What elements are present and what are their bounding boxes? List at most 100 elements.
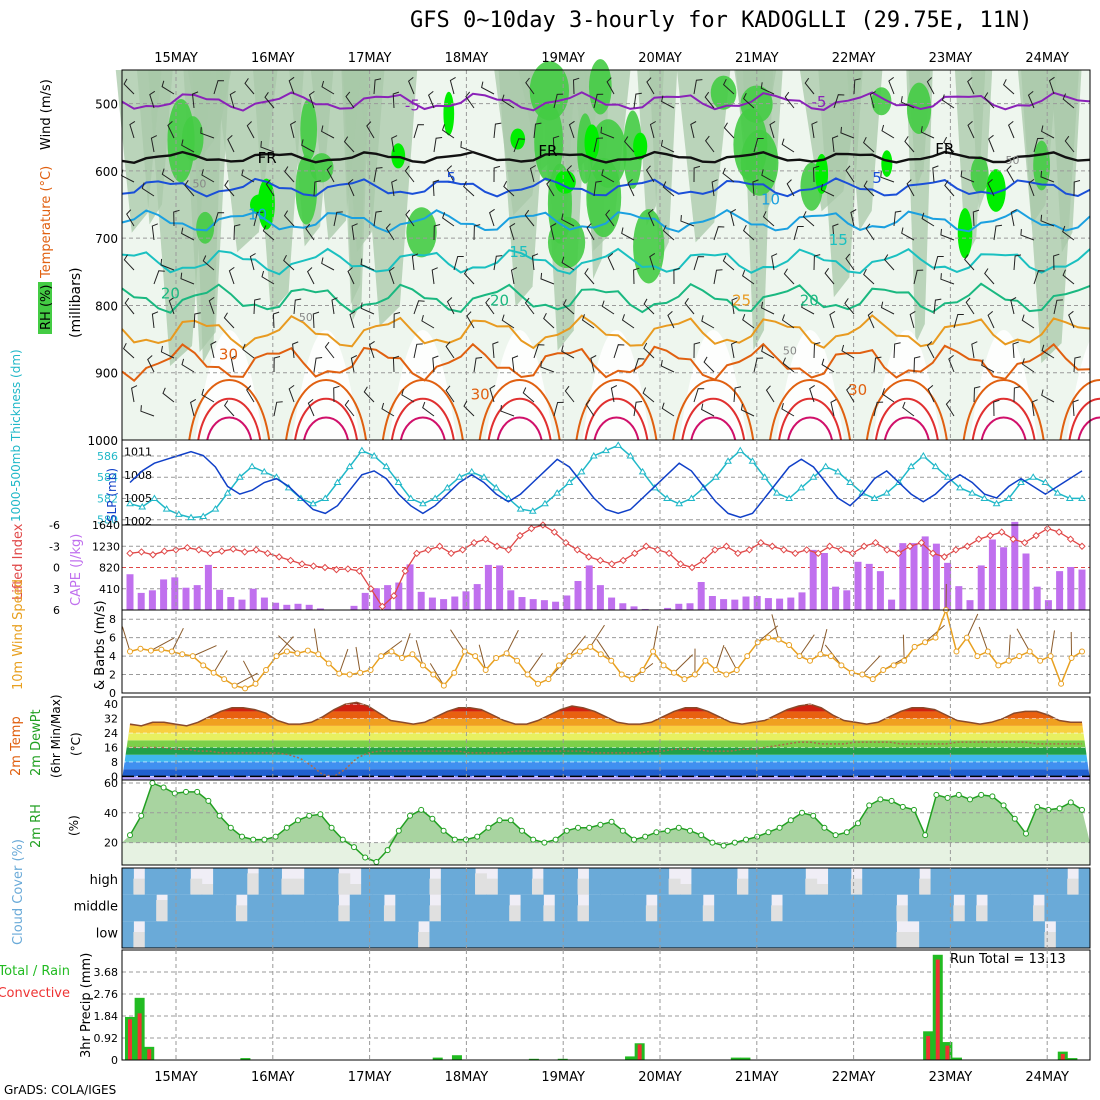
cloud-bar-middle [759,894,772,922]
cloud-bar-low [930,921,943,948]
cloud-frame [121,867,1091,949]
thickness-point [443,483,452,491]
li-point [676,560,685,568]
rh2m-point [1079,806,1085,813]
wind10m-point [535,680,541,687]
wind-barb [223,400,235,417]
wind10m-barb [596,638,612,662]
cloud-bar-middle [224,894,237,922]
rh-tick: 20 [104,837,118,850]
wind10m-point [765,634,772,641]
wind-barb [1062,93,1075,109]
wind-barb [265,179,275,197]
li-point [768,542,777,550]
wind10m-barb [450,629,466,652]
wind-barb [1048,76,1055,95]
cloud-bar-high [543,868,556,895]
wind-barb [873,356,882,373]
cloud-bar-low [668,921,681,948]
temp-color-band [122,747,1090,755]
wind-barb [581,314,595,329]
cloud-bar-high [828,868,840,895]
wind-barb [953,314,964,329]
rh2m-point [832,832,839,839]
cape-bar [1044,600,1052,610]
wind-barb [301,139,315,153]
wind-barb [786,179,795,197]
li-point [275,553,283,561]
wind-barb [493,165,501,183]
isotherm-surface-arch [1059,379,1100,441]
cloud-bar-low [805,921,818,948]
cloud-bar-middle [714,894,727,922]
rh2m-point [821,824,828,831]
thickness-point [235,473,244,480]
wind-barb [561,345,575,359]
wind10m-barb [192,645,217,657]
wind-barb [331,297,338,315]
wind-barb [431,267,438,285]
cloud-bar-low [828,921,840,948]
wind10m-point [127,648,133,655]
cloud-bar-high [896,868,909,895]
wind-barb [880,301,895,315]
wind10m-barb [121,626,131,652]
bottom-day-label: 16MAY [251,1070,295,1085]
cloud-bar-low [1044,932,1057,948]
wind-barb [391,135,398,153]
temp-color-band [122,704,1090,712]
cloud-bar-low [680,921,692,948]
wind-barb [900,96,915,109]
wind-barb [783,268,795,285]
wind-barb [360,258,375,271]
wind-barb [168,296,175,315]
li-point [286,556,295,565]
cloud-bar-high [1055,868,1068,895]
cloud-bar-middle [133,894,146,922]
ylabel-temp-units: (°C) [69,732,83,756]
wind-barb [333,385,340,403]
cloud-bar-high [201,884,214,895]
wind-barb [793,226,804,241]
wind10m-point [503,650,510,657]
wind-barb [593,137,604,153]
wind10m-barb [338,648,349,674]
wind-barb [921,212,935,227]
cloud-bar-low [919,921,932,948]
bottom-day-label: 20MAY [638,1070,682,1085]
precip-convective-bar [945,1045,950,1060]
cloud-bar-high [930,868,943,895]
wind10m-point [493,654,500,661]
li-point [837,546,845,554]
li-point [447,549,455,558]
wind-barb [1021,314,1035,329]
wind-barb [833,94,845,109]
li-point [608,560,616,568]
wind-barb [202,255,215,271]
precip-total-bar [625,1056,636,1060]
cloud-bar-middle [497,894,510,922]
cape-bar [1022,553,1030,610]
precip-total-bar [528,1058,539,1060]
cape-bar [988,539,996,610]
thickness-point [785,494,793,501]
cloud-bar-high [919,878,932,895]
cloud-bar-low [907,932,920,948]
wind-barb [741,270,755,285]
li-point [321,563,329,572]
precip-convective-bar [935,959,940,1060]
wind10m-point [1005,657,1012,664]
cloud-bar-high [680,884,692,895]
cloud-bar-middle [326,894,339,922]
wind10m-barb [278,635,298,654]
cape-bar [160,579,168,610]
cloud-bar-low [998,921,1011,948]
wind-barb [552,135,560,153]
cape-bar [473,584,481,610]
rh-shade-green [534,102,564,182]
cloud-bar-low [133,932,146,948]
wind10m-point [242,685,249,692]
cloud-bar-high [122,868,134,895]
wind10m-barb [380,640,403,657]
rh-shade-bright [633,132,648,160]
